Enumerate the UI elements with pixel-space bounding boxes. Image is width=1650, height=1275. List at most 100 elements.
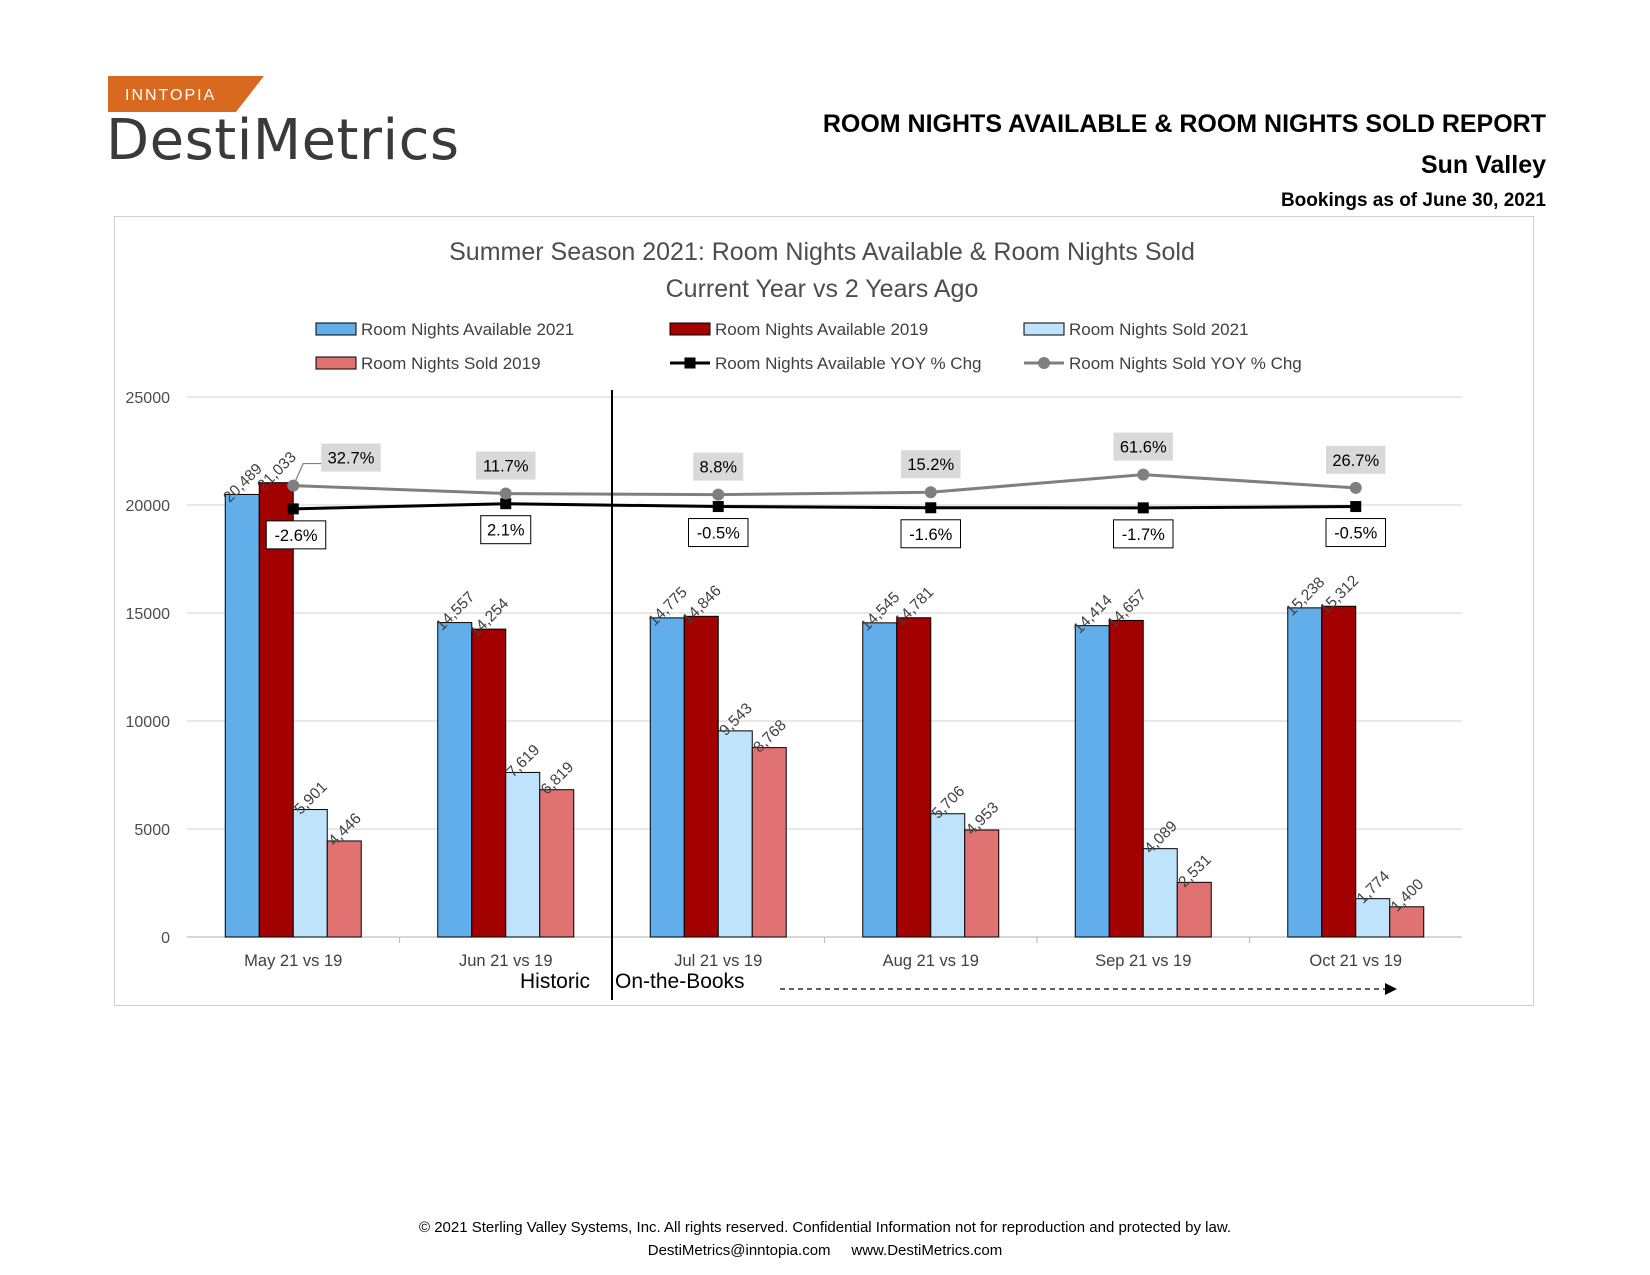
line-marker <box>712 488 725 501</box>
line-marker <box>1349 481 1362 494</box>
report-location: Sun Valley <box>1420 151 1546 179</box>
y-tick-label: 25000 <box>126 390 171 407</box>
line-label-box <box>480 515 532 545</box>
x-tick-label: Aug 21 vs 19 <box>883 952 979 970</box>
otb-label: On-the-Books <box>615 970 745 993</box>
bar <box>1142 848 1178 938</box>
bar <box>717 730 753 938</box>
x-tick-label: Sep 21 vs 19 <box>1095 952 1191 970</box>
label-leader-line <box>292 462 322 486</box>
line-label-text: -1.7% <box>1122 526 1165 544</box>
line-label-box <box>265 520 327 550</box>
line-marker <box>925 502 937 514</box>
y-tick-label: 0 <box>161 930 170 947</box>
bar <box>1287 607 1323 938</box>
line-data-label: -1.7% <box>1113 519 1174 549</box>
line-marker <box>924 486 937 499</box>
line-label-box <box>1113 432 1173 461</box>
yoy-line <box>293 473 1356 497</box>
legend-item: Room Nights Available 2021 <box>315 320 574 339</box>
line-label-box <box>900 519 961 549</box>
bar <box>896 617 932 938</box>
line-marker <box>500 498 512 510</box>
lines-layer: -2.6% 2.1% -0.5% -1.6% -1.7% -0.5% 32.7% 11.7% 8… <box>265 432 1386 550</box>
legend-swatch <box>669 322 711 336</box>
line-label-box <box>321 443 381 472</box>
y-tick-label: 5000 <box>134 822 170 839</box>
bar <box>224 493 260 938</box>
logo-badge-shape <box>108 76 264 112</box>
legend-item: Room Nights Sold 2021 <box>1023 320 1249 339</box>
legend-item: Room Nights Sold YOY % Chg <box>1024 354 1302 373</box>
x-tick-label: May 21 vs 19 <box>244 952 342 970</box>
grid-lines: 0 5000 10000 15000 20000 25000 May 21 vs 19 Jun… <box>126 390 1462 970</box>
footer-copyright: © 2021 Sterling Valley Systems, Inc. All… <box>418 1219 1232 1236</box>
line-label-text: -0.5% <box>697 525 740 543</box>
historic-label: Historic <box>520 970 590 993</box>
bar <box>751 747 787 938</box>
y-tick-label: 10000 <box>126 714 171 731</box>
line-label-text: 26.7% <box>1332 452 1379 470</box>
legend-label: Room Nights Sold YOY % Chg <box>1069 354 1302 373</box>
legend-item: Room Nights Available YOY % Chg <box>670 354 981 373</box>
legend-label: Room Nights Sold 2021 <box>1069 320 1249 339</box>
line-label-text: 15.2% <box>907 456 954 474</box>
inntopia-logo-badge: INNTOPIA <box>108 76 264 112</box>
chart-frame <box>114 216 1534 1006</box>
line-label-text: -1.6% <box>909 526 952 544</box>
report-title: ROOM NIGHTS AVAILABLE & ROOM NIGHTS SOLD… <box>822 110 1546 138</box>
line-marker <box>1350 501 1362 513</box>
bar <box>471 628 507 938</box>
line-data-label: 61.6% <box>1113 432 1173 461</box>
chart-title: Summer Season 2021: Room Nights Availabl… <box>449 238 1195 266</box>
legend-swatch-marker <box>1038 357 1050 369</box>
annotations: Historic On-the-Books <box>520 390 1397 1000</box>
line-marker <box>499 487 512 500</box>
legend-item: Room Nights Sold 2019 <box>315 354 541 373</box>
bar <box>649 617 685 938</box>
legend-swatch <box>1023 322 1065 336</box>
legend-item: Room Nights Available 2019 <box>669 320 928 339</box>
line-label-text: 11.7% <box>483 458 529 476</box>
line-marker <box>1137 502 1149 514</box>
bar <box>683 615 719 938</box>
x-tick-label: Jul 21 vs 19 <box>674 952 762 970</box>
legend-swatch <box>315 322 357 336</box>
line-data-label: 32.7% <box>321 443 381 472</box>
bar <box>1108 619 1144 938</box>
line-data-label: 26.7% <box>1326 445 1386 474</box>
line-data-label: -2.6% <box>265 520 327 550</box>
chart-subtitle: Current Year vs 2 Years Ago <box>666 275 979 303</box>
report-date: Bookings as of June 30, 2021 <box>1280 190 1546 211</box>
line-label-box <box>901 450 961 479</box>
line-marker <box>1137 468 1150 481</box>
otb-arrow-head <box>1385 983 1397 995</box>
bar <box>1355 898 1391 938</box>
x-tick-label: Oct 21 vs 19 <box>1309 952 1402 970</box>
bar <box>292 809 328 938</box>
brand-name: DestiMetrics <box>106 108 460 173</box>
line-data-label: 11.7% <box>476 451 536 480</box>
line-label-text: 32.7% <box>328 450 375 468</box>
brand-tag: INNTOPIA <box>125 87 216 104</box>
y-tick-label: 20000 <box>126 498 171 515</box>
bar <box>539 789 575 938</box>
line-label-box <box>1113 519 1174 549</box>
line-label-box <box>476 451 536 480</box>
line-data-label: -0.5% <box>688 518 749 548</box>
line-label-text: 61.6% <box>1120 439 1167 457</box>
line-data-label: 2.1% <box>480 515 532 545</box>
y-tick-label: 15000 <box>126 606 171 623</box>
bar <box>930 813 966 938</box>
line-label-box <box>1326 445 1386 474</box>
line-data-label: 8.8% <box>693 452 744 481</box>
line-label-text: -2.6% <box>274 527 317 545</box>
x-tick-label: Jun 21 vs 19 <box>459 952 553 970</box>
line-label-box <box>693 452 744 481</box>
line-label-box <box>1325 518 1386 548</box>
legend: Room Nights Available 2021 Room Nights Av… <box>315 320 1302 373</box>
line-data-label: -1.6% <box>900 519 961 549</box>
line-label-text: 8.8% <box>699 459 737 477</box>
bar <box>1074 625 1110 938</box>
